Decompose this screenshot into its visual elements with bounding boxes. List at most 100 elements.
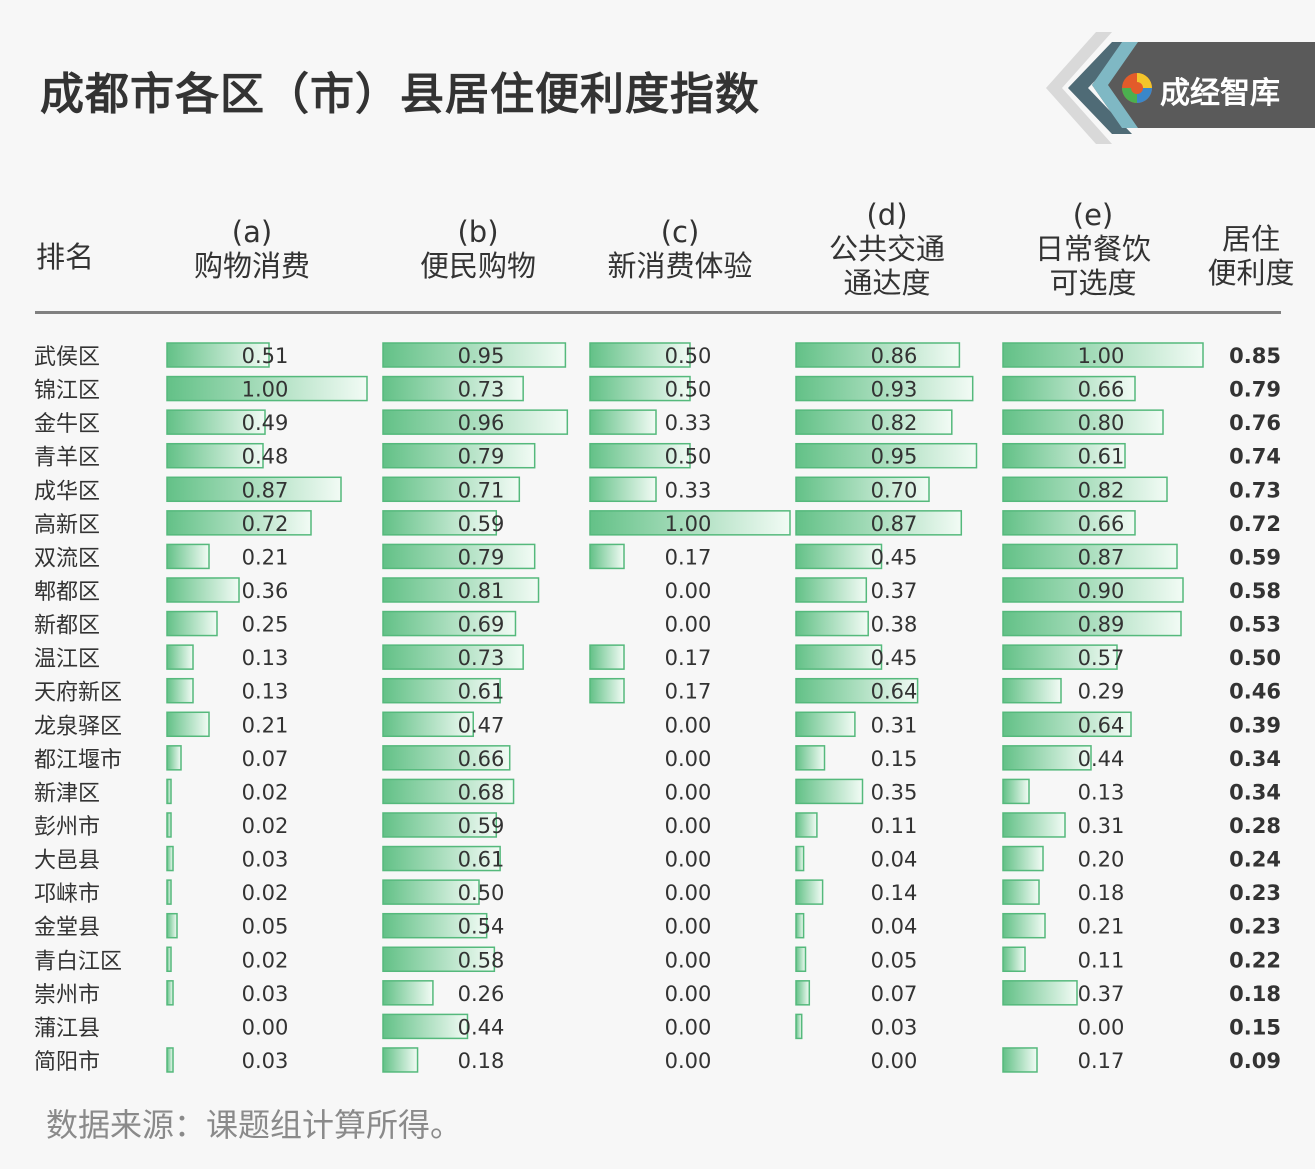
region-name: 锦江区 <box>34 379 100 404</box>
bar-d <box>795 946 807 973</box>
total-score: 0.39 <box>1229 713 1281 737</box>
bar-b <box>382 946 496 973</box>
value-label-a: 0.07 <box>242 747 289 771</box>
bar-c <box>589 442 691 469</box>
value-label-b: 0.59 <box>458 512 505 536</box>
column-header-line: 排名 <box>35 240 94 274</box>
bar-d <box>795 879 824 905</box>
value-label-d: 0.87 <box>871 512 918 536</box>
value-label-d: 0.45 <box>871 646 918 670</box>
value-label-d: 0.70 <box>871 478 918 502</box>
value-label-b: 0.59 <box>458 814 505 838</box>
value-label-b: 0.96 <box>458 411 505 435</box>
value-label-e: 0.57 <box>1078 646 1125 670</box>
total-score: 0.34 <box>1229 780 1281 804</box>
column-header-total: 居住 便利度 <box>1151 222 1315 290</box>
bar-c <box>589 409 657 435</box>
total-score: 0.34 <box>1229 747 1281 771</box>
region-name: 金牛区 <box>34 412 100 437</box>
value-label-c: 0.00 <box>665 814 712 838</box>
column-header-line: (d) <box>866 198 908 232</box>
value-label-c: 0.50 <box>665 445 712 469</box>
value-label-a: 0.05 <box>242 915 289 939</box>
bar-a <box>166 342 270 368</box>
total-score: 0.09 <box>1229 1049 1281 1073</box>
value-label-b: 0.81 <box>458 579 505 603</box>
column-header-line: 购物消费 <box>193 249 310 283</box>
bar-b <box>382 1013 469 1040</box>
value-label-d: 0.64 <box>871 680 918 704</box>
bar-b <box>382 442 536 469</box>
total-score: 0.76 <box>1229 411 1281 435</box>
bar-c <box>589 342 691 368</box>
bar-a <box>166 677 194 704</box>
value-label-c: 0.00 <box>665 982 712 1006</box>
bar-b <box>382 1047 419 1073</box>
column-header-a: (a) 购物消费 <box>152 215 352 283</box>
bar-b <box>382 476 521 503</box>
value-label-d: 0.37 <box>871 579 918 603</box>
total-score: 0.79 <box>1229 378 1281 402</box>
bar-e <box>1002 476 1168 503</box>
value-label-a: 0.49 <box>242 411 289 435</box>
column-header-line: 便民购物 <box>419 249 536 283</box>
bar-e <box>1002 745 1092 771</box>
value-label-b: 0.73 <box>458 646 505 670</box>
region-name: 成华区 <box>34 479 100 504</box>
value-label-b: 0.18 <box>458 1049 505 1073</box>
value-label-c: 0.50 <box>665 344 712 368</box>
bar-a <box>166 912 178 939</box>
bar-d <box>795 409 953 435</box>
bar-d <box>795 476 930 503</box>
region-name: 新津区 <box>34 781 100 806</box>
value-label-a: 0.13 <box>242 646 289 670</box>
value-label-c: 0.00 <box>665 1015 712 1039</box>
bar-b <box>382 409 569 435</box>
value-label-d: 0.38 <box>871 613 918 637</box>
bar-d <box>795 745 826 771</box>
bar-a <box>166 577 240 603</box>
bar-a <box>166 1047 174 1073</box>
bar-a <box>166 442 264 469</box>
region-name: 崇州市 <box>34 983 100 1008</box>
value-label-e: 0.21 <box>1078 915 1125 939</box>
bar-e <box>1002 980 1078 1006</box>
value-label-c: 0.00 <box>665 747 712 771</box>
value-label-a: 0.03 <box>242 848 289 872</box>
value-label-e: 0.64 <box>1078 713 1125 737</box>
bar-d <box>795 543 883 570</box>
bar-e <box>1002 812 1066 838</box>
bar-e <box>1002 644 1118 670</box>
value-label-a: 0.02 <box>242 881 289 905</box>
region-name: 温江区 <box>34 647 100 672</box>
value-label-e: 0.89 <box>1078 613 1125 637</box>
value-label-d: 0.07 <box>871 982 918 1006</box>
value-label-e: 0.29 <box>1078 680 1125 704</box>
bar-c <box>589 510 791 536</box>
value-label-d: 0.11 <box>871 814 918 838</box>
value-label-a: 0.03 <box>242 982 289 1006</box>
value-label-b: 0.95 <box>458 344 505 368</box>
bar-c <box>589 644 625 670</box>
total-score: 0.85 <box>1229 344 1281 368</box>
bar-e <box>1002 442 1126 469</box>
value-label-d: 0.15 <box>871 747 918 771</box>
value-label-e: 0.11 <box>1078 948 1125 972</box>
value-label-e: 1.00 <box>1078 344 1125 368</box>
value-label-c: 0.17 <box>665 646 712 670</box>
value-label-a: 0.36 <box>242 579 289 603</box>
bar-e <box>1002 510 1136 536</box>
total-score: 0.46 <box>1229 680 1281 704</box>
bar-b <box>382 912 488 939</box>
value-label-c: 0.00 <box>665 881 712 905</box>
value-label-a: 0.51 <box>242 344 289 368</box>
column-header-e: (e) 日常餐饮 可选度 <box>993 198 1193 300</box>
total-score: 0.53 <box>1229 613 1281 637</box>
value-label-a: 0.21 <box>242 545 289 569</box>
column-header-line: (c) <box>660 215 700 249</box>
column-header-line: 便利度 <box>1207 256 1295 290</box>
region-name: 新都区 <box>34 614 100 639</box>
column-header-line: (a) <box>231 215 273 249</box>
bar-b <box>382 845 501 872</box>
bar-b <box>382 677 501 704</box>
